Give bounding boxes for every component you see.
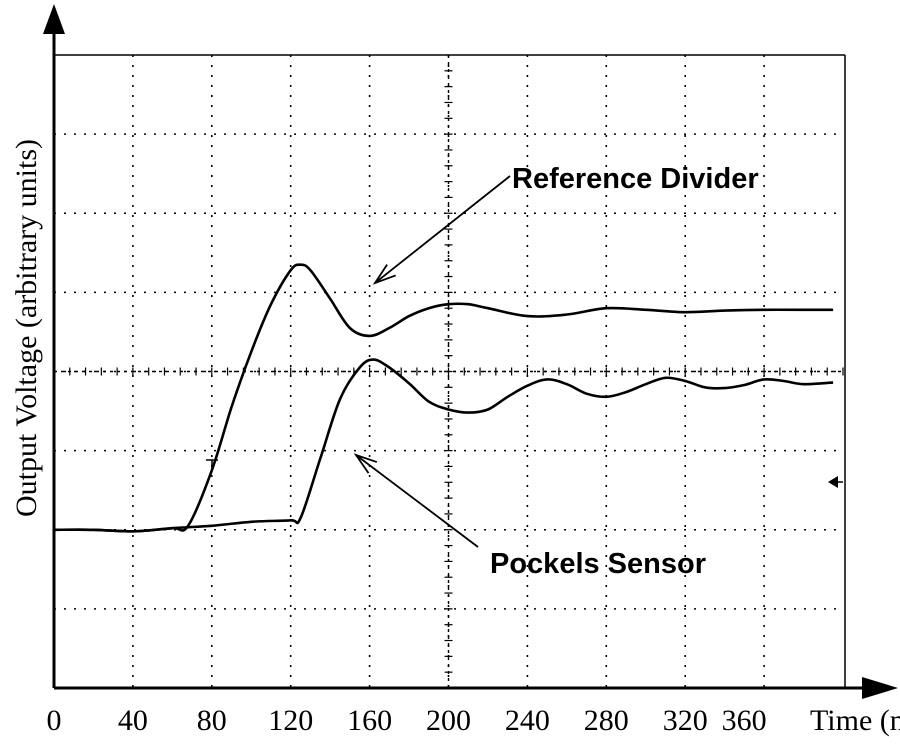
series-line-reference-divider	[53, 263, 834, 533]
x-tick-label: 320	[663, 704, 708, 737]
annotation-arrow-pockels	[355, 454, 479, 548]
x-tick-label: 40	[118, 704, 148, 737]
x-tick-label: 160	[347, 704, 392, 737]
y-axis-label: Output Voltage (arbitrary units)	[10, 139, 43, 517]
grid	[53, 55, 844, 689]
x-tick-label: 240	[505, 704, 550, 737]
series-line-pockels-sensor	[53, 358, 834, 533]
x-tick-label: 200	[426, 704, 471, 737]
x-axis-label: Time (n	[810, 704, 900, 737]
axis-layer: Output Voltage (arbitrary units)	[10, 139, 43, 517]
x-tick-label: 360	[722, 704, 767, 737]
x-tick-label: 80	[197, 704, 227, 737]
x-axis-arrow	[862, 677, 898, 699]
trigger-marker	[828, 476, 838, 488]
annotation-reference-divider: Reference Divider	[512, 163, 759, 195]
annotation-arrow-reference	[374, 175, 511, 284]
y-axis-arrow	[43, 4, 65, 34]
annotation-layer: Reference Divider Pockels Sensor	[353, 163, 759, 580]
annotation-arrow-reference-head	[372, 264, 396, 285]
x-tick-label: 280	[584, 704, 629, 737]
series-layer	[53, 263, 834, 533]
tick-layer: 0 40 80 120 160 200 240 280 320 360 Time (n	[47, 704, 900, 737]
x-tick-label: 0	[47, 704, 62, 737]
plot-frame	[43, 4, 898, 699]
annotation-pockels-sensor: Pockels Sensor	[490, 548, 706, 580]
annotation-arrow-pockels-head	[353, 453, 378, 474]
x-tick-label: 120	[268, 704, 313, 737]
